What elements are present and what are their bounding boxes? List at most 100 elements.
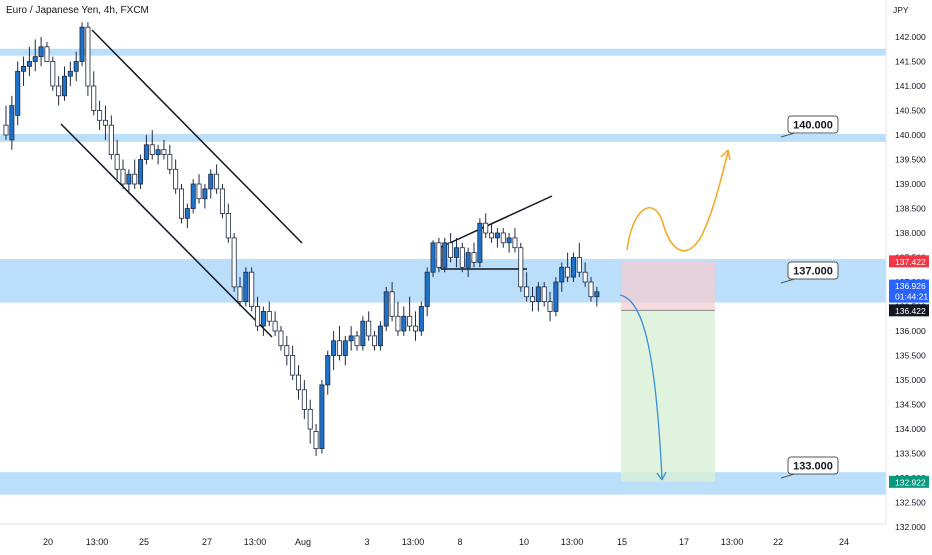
candle-body	[565, 266, 571, 278]
price-tag-bg	[889, 475, 929, 488]
zone-callout[interactable]: 140.000	[780, 115, 839, 138]
candle-body	[342, 340, 348, 356]
candle	[483, 213, 489, 238]
price-tag[interactable]: 136.422	[889, 304, 929, 317]
candle-body	[249, 271, 255, 307]
candle	[489, 223, 495, 243]
time-tick-label: 13:00	[561, 537, 584, 547]
time-tick-label: 13:00	[402, 537, 425, 547]
candle	[173, 159, 179, 194]
candle-body	[494, 232, 500, 239]
projection-down-path[interactable]	[619, 294, 663, 479]
candle	[32, 39, 38, 72]
candle-body	[500, 232, 506, 244]
projection-down-arrowhead[interactable]	[656, 471, 667, 481]
candle	[401, 306, 407, 336]
zone-callout[interactable]: 137.000	[780, 261, 839, 284]
candle-body	[208, 173, 214, 190]
candle	[255, 296, 261, 331]
candle	[530, 286, 536, 312]
time-axis[interactable]: 20 13:00 25 27 13:00 Aug 3 13:00 8 10 13:00 15 17 13:…	[0, 523, 886, 547]
candle-body	[62, 75, 68, 97]
price-tag[interactable]: 132.922	[889, 475, 929, 488]
candle	[430, 240, 436, 278]
candle-body	[132, 173, 138, 185]
currency-label: JPY	[893, 5, 909, 15]
price-tag[interactable]: 137.422	[889, 255, 929, 268]
sr-zone	[0, 134, 886, 142]
candle-body	[44, 46, 50, 62]
candle-body	[79, 26, 85, 62]
candle-body	[284, 345, 290, 356]
time-tick-label: 13:00	[244, 537, 267, 547]
price-tick-label: 141.000	[895, 81, 926, 91]
candle	[91, 71, 97, 116]
candle-body	[412, 325, 418, 332]
candle-body	[518, 247, 524, 288]
callout-label: 140.000	[793, 120, 833, 132]
symbol-title: Euro / Japanese Yen, 4h, FXCM	[6, 5, 149, 16]
short-position-tool[interactable]	[621, 261, 715, 482]
candle-body	[588, 281, 594, 298]
candle	[325, 350, 331, 395]
candle	[79, 22, 85, 67]
time-tick-label: 8	[457, 537, 462, 547]
candle	[167, 144, 173, 175]
candle-body	[161, 149, 167, 155]
candle	[149, 130, 155, 160]
candle	[354, 331, 360, 351]
candle	[319, 380, 325, 454]
projection-arrows[interactable]	[619, 149, 731, 481]
candle	[266, 301, 272, 327]
price-tick-label: 142.000	[895, 32, 926, 42]
take-profit-area[interactable]	[621, 310, 715, 482]
candle	[313, 424, 319, 456]
trendline-drawings[interactable]	[60, 29, 553, 338]
candle	[50, 56, 56, 91]
candle	[132, 159, 138, 189]
price-tag-text: 136.422	[895, 306, 926, 316]
time-tick-label: Aug	[295, 537, 311, 547]
candle-body	[26, 61, 32, 67]
candle-body	[278, 330, 284, 347]
candle-body	[366, 320, 372, 337]
candle	[225, 203, 231, 243]
candle-body	[295, 374, 301, 391]
candle-body	[559, 266, 565, 283]
time-tick-label: 10	[519, 537, 529, 547]
candle-body	[50, 61, 56, 87]
candle-body	[307, 408, 313, 430]
stop-loss-area[interactable]	[621, 261, 715, 311]
candle-body	[483, 222, 489, 234]
candle-body	[15, 70, 21, 116]
trend-line[interactable]	[60, 123, 273, 338]
projection-up-path[interactable]	[626, 151, 729, 252]
candle	[237, 277, 243, 307]
trend-line[interactable]	[440, 195, 553, 248]
candle	[67, 61, 73, 86]
candle	[547, 291, 553, 322]
candle-body	[424, 271, 430, 307]
candle-body	[448, 242, 454, 258]
zone-callouts[interactable]: 140.000 137.000 133.000	[780, 115, 839, 479]
candle-body	[372, 335, 378, 347]
candle	[155, 144, 161, 165]
callout-box	[787, 115, 839, 134]
candle-body	[73, 61, 79, 72]
candle	[138, 154, 144, 189]
price-tick-label: 135.500	[895, 351, 926, 361]
trend-line[interactable]	[91, 29, 303, 244]
candle-body	[576, 257, 582, 273]
zone-callout[interactable]: 133.000	[780, 456, 839, 479]
candle	[553, 277, 559, 317]
price-axis[interactable]: JPY 142.000 141.500 141.000 140.500 140.000 13…	[885, 0, 929, 532]
candle-body	[56, 85, 62, 97]
candle	[272, 311, 278, 336]
candle	[518, 242, 524, 292]
projection-up-arrowhead[interactable]	[720, 149, 731, 161]
candle-body	[453, 247, 459, 258]
candle	[512, 228, 518, 253]
